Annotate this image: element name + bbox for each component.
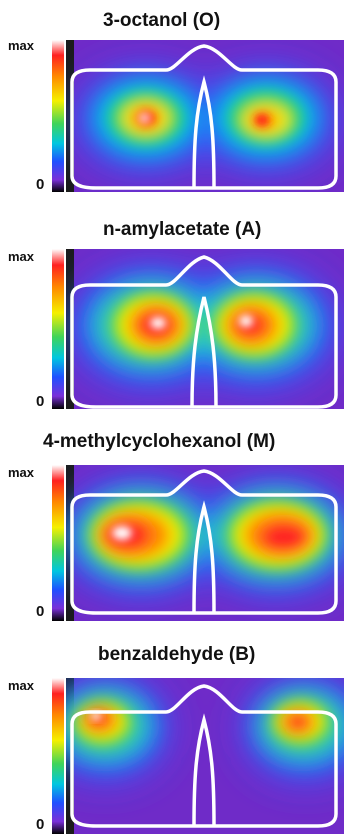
heatmap: [66, 40, 344, 192]
colorbar-zero-label: 0: [36, 603, 45, 620]
colorbar-zero-label: 0: [36, 176, 45, 193]
heatmap: [66, 465, 344, 621]
colorbar: [52, 249, 64, 409]
panel-n-amylacetate: n-amylacetate (A) max 0: [0, 205, 351, 415]
panel-title: 3-octanol (O): [103, 10, 221, 31]
panel-4-methylcyclohexanol: 4-methylcyclohexanol (M) max 0: [0, 415, 351, 630]
colorbar: [52, 465, 64, 621]
panel-benzaldehyde: benzaldehyde (B) max 0: [0, 630, 351, 835]
colorbar-max-label: max: [8, 38, 35, 53]
panel-title: 4-methylcyclohexanol (M): [43, 431, 276, 452]
colorbar-zero-label: 0: [36, 816, 45, 833]
colorbar: [52, 678, 64, 834]
colorbar-max-label: max: [8, 678, 35, 693]
colorbar-max-label: max: [8, 465, 35, 480]
colorbar-max-label: max: [8, 249, 35, 264]
panel-3-octanol: 3-octanol (O) max 0: [0, 0, 351, 205]
colorbar: [52, 40, 64, 192]
panel-title: benzaldehyde (B): [98, 644, 256, 665]
heatmap: [66, 678, 344, 834]
heatmap: [66, 249, 344, 409]
panel-title: n-amylacetate (A): [103, 219, 262, 240]
colorbar-zero-label: 0: [36, 393, 45, 410]
